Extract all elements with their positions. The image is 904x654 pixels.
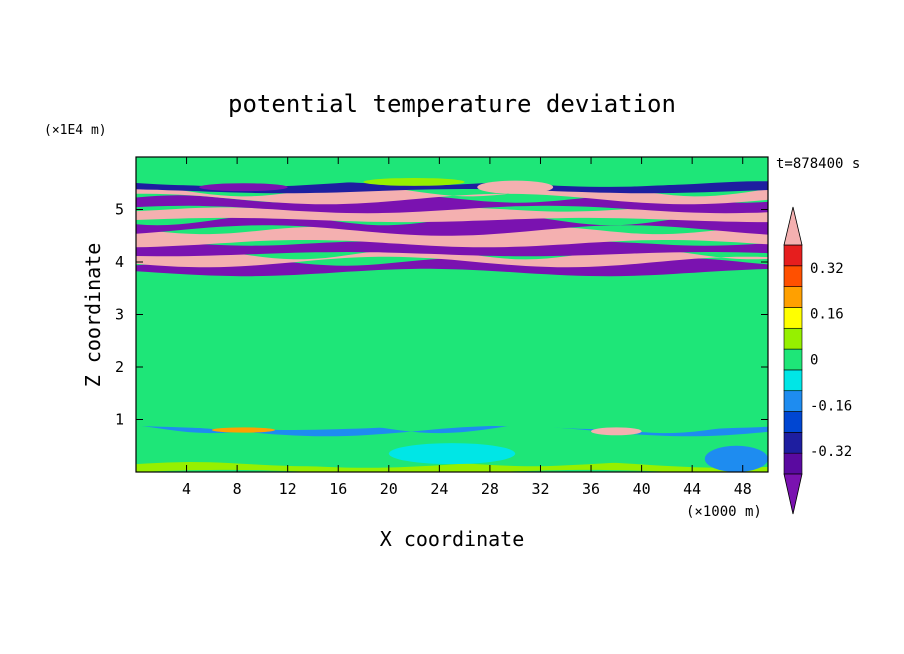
colorbar-segment (783, 265, 803, 287)
colorbar: 0.32 0.16 0 -0.16 -0.32 (783, 206, 852, 515)
x-tick-label: 20 (380, 480, 398, 498)
x-axis-label: X coordinate (380, 527, 525, 551)
x-tick-label: 16 (329, 480, 347, 498)
y-tick-label: 5 (115, 201, 124, 219)
colorbar-segment (783, 452, 803, 475)
y-axis-ticks: 1 2 3 4 5 (115, 201, 768, 429)
time-label: t=878400 s (776, 156, 860, 172)
contour-feature (211, 427, 276, 433)
contour-feature (363, 178, 465, 186)
x-tick-label: 44 (683, 480, 701, 498)
x-tick-label: 4 (182, 480, 191, 498)
x-tick-label: 32 (531, 480, 549, 498)
colorbar-segment (783, 327, 803, 350)
colorbar-segment (783, 411, 803, 433)
colorbar-over-arrow (783, 206, 803, 246)
colorbar-segment (783, 369, 803, 392)
colorbar-tick-label: -0.16 (810, 398, 852, 414)
contour-band (136, 207, 768, 223)
x-tick-label: 40 (633, 480, 651, 498)
x-tick-label: 48 (734, 480, 752, 498)
colorbar-under-arrow (783, 473, 803, 515)
contour-band (136, 226, 768, 248)
y-tick-label: 2 (115, 358, 124, 376)
chart-title: potential temperature deviation (228, 90, 676, 118)
colorbar-tick-label: 0.16 (810, 307, 844, 323)
contour-feature (477, 180, 554, 194)
x-scale-label: (×1000 m) (686, 504, 762, 520)
x-tick-label: 8 (233, 480, 242, 498)
y-tick-label: 1 (115, 411, 124, 429)
x-axis-ticks: 4 8 12 16 20 24 28 32 36 40 44 48 (182, 157, 752, 498)
x-tick-label: 36 (582, 480, 600, 498)
y-tick-label: 3 (115, 306, 124, 324)
contour-band (136, 258, 768, 277)
colorbar-segment (783, 432, 803, 454)
contour-band (136, 241, 768, 257)
contour-feature (388, 443, 516, 465)
colorbar-segment (783, 307, 803, 329)
y-scale-label: (×1E4 m) (44, 123, 107, 138)
contour-feature (591, 427, 642, 436)
contour-band (136, 214, 768, 236)
colorbar-segment (783, 244, 803, 267)
colorbar-segment (783, 390, 803, 412)
colorbar-tick-label: 0 (810, 353, 818, 369)
colorbar-segment (783, 348, 803, 371)
contour-feature (704, 445, 769, 472)
x-tick-label: 28 (481, 480, 499, 498)
colorbar-tick-label: 0.32 (810, 261, 844, 277)
x-tick-label: 12 (279, 480, 297, 498)
y-tick-label: 4 (115, 253, 124, 271)
colorbar-segment (783, 286, 803, 308)
contour-band (136, 157, 768, 187)
contour-band (136, 270, 768, 430)
contour-band (136, 462, 768, 472)
plot-area (135, 156, 769, 473)
colorbar-tick-label: -0.32 (810, 444, 852, 460)
contour-feature (199, 183, 288, 192)
y-axis-label: Z coordinate (81, 243, 105, 388)
x-tick-label: 24 (430, 480, 448, 498)
